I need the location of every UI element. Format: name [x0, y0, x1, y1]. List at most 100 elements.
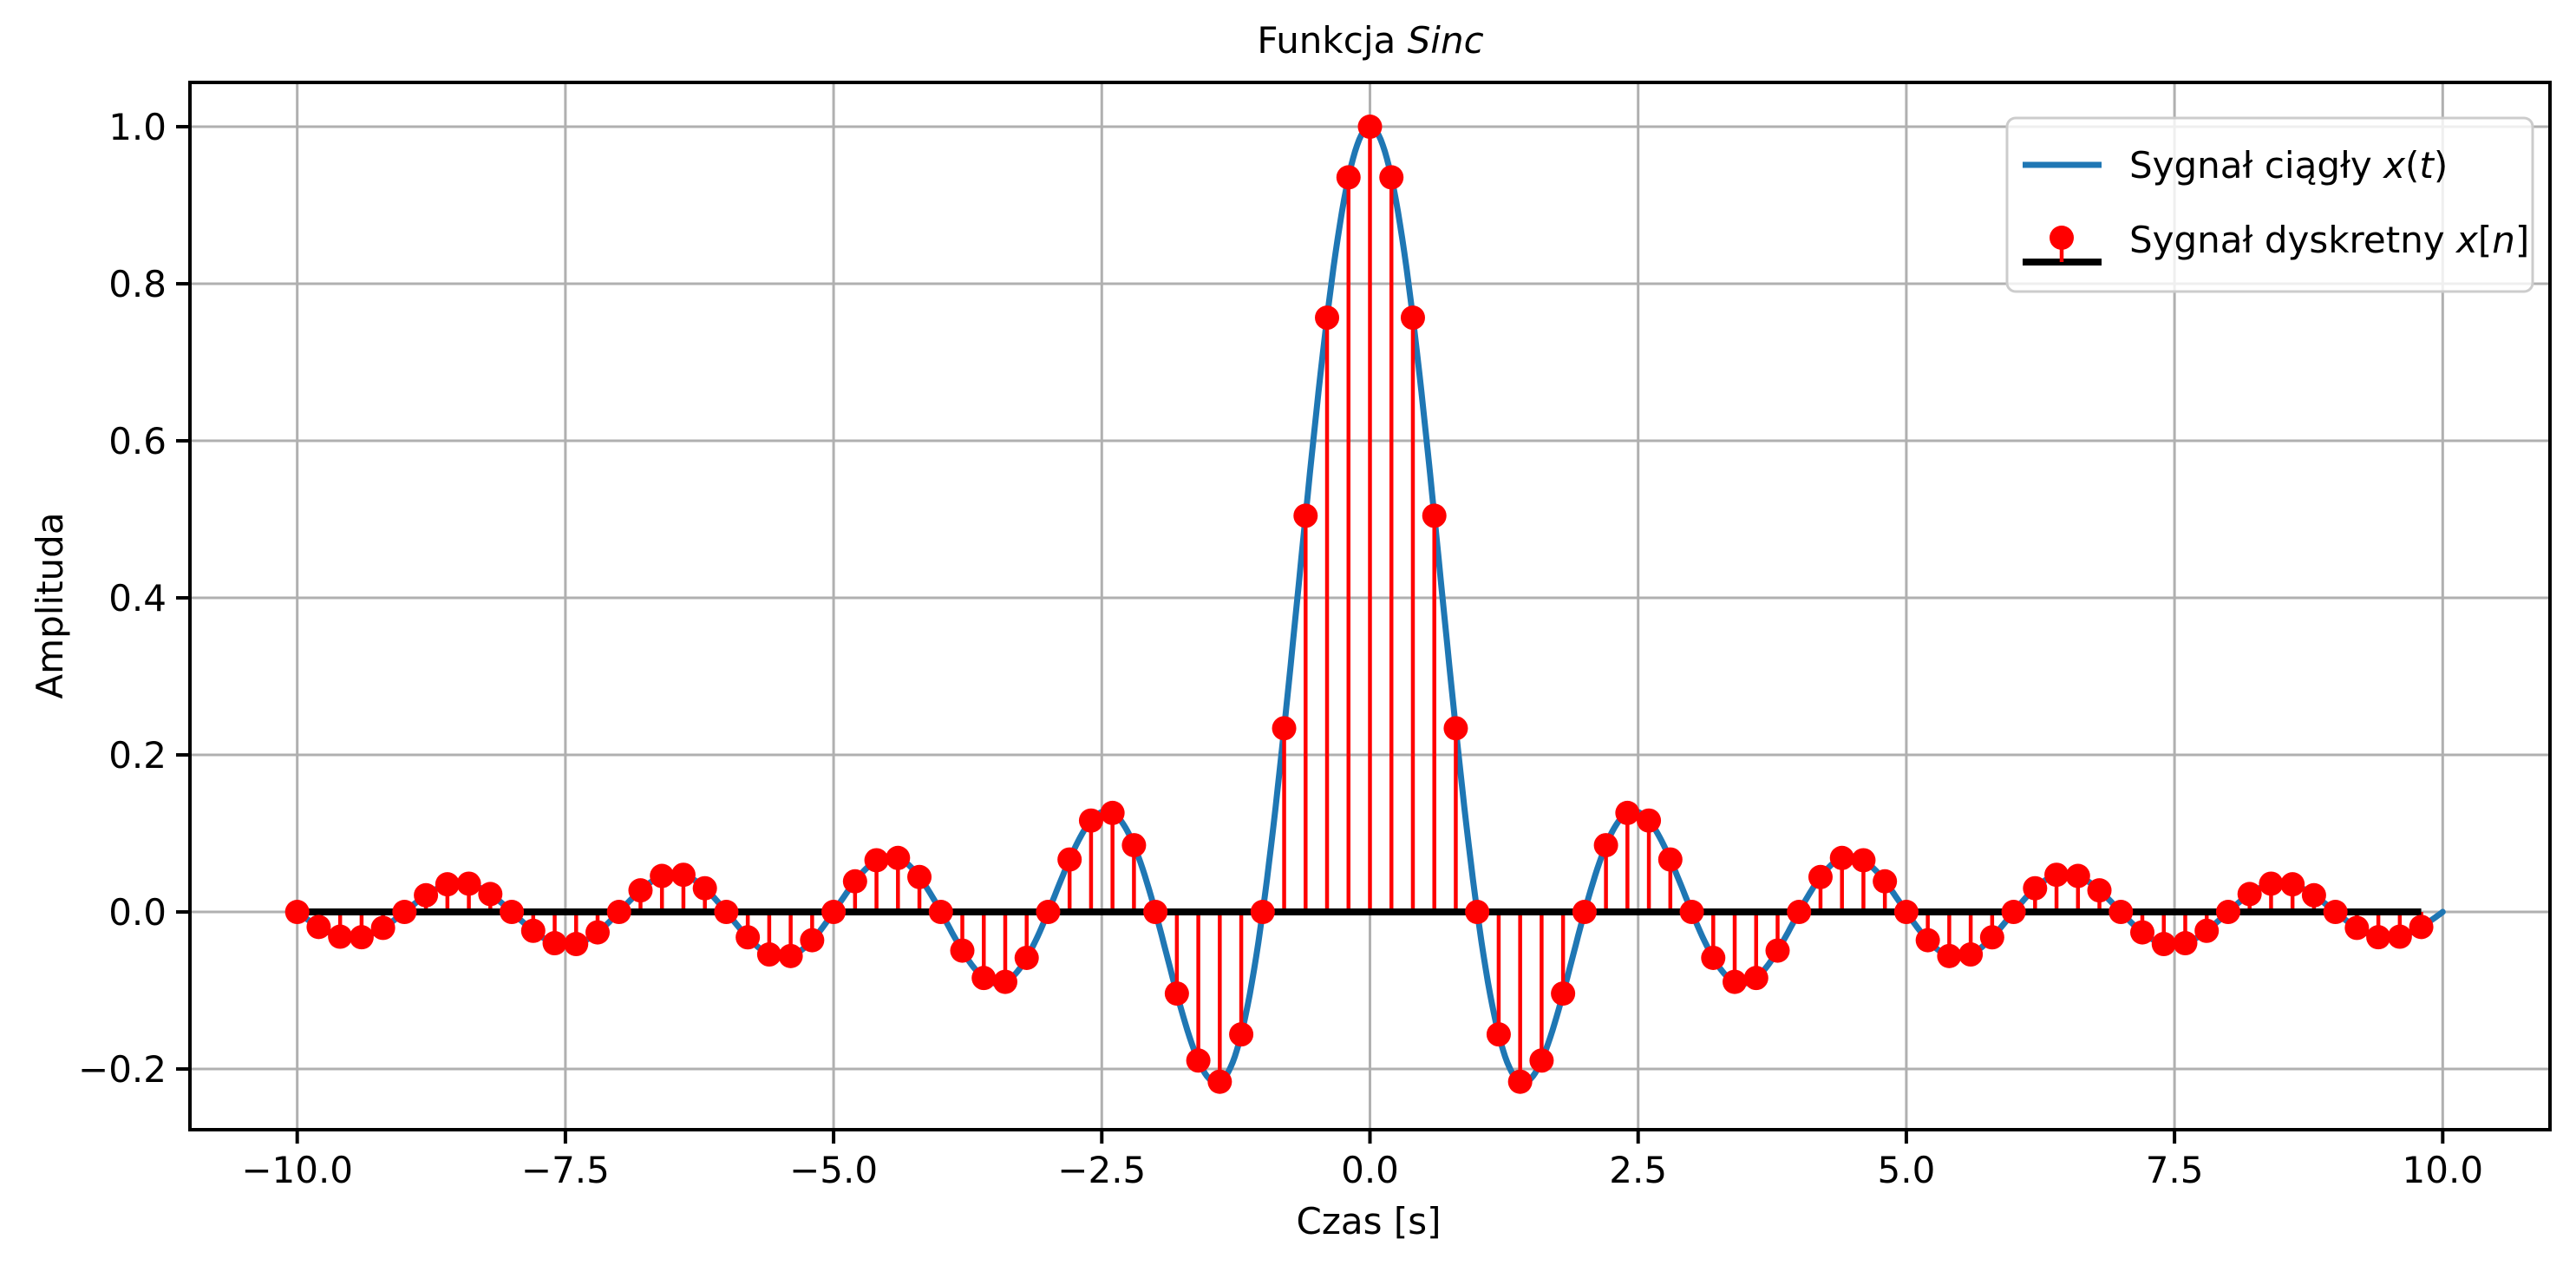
- x-tick-label: 2.5: [1609, 1149, 1667, 1191]
- legend-label-discrete: Sygnał dyskretny x[n]: [2129, 219, 2529, 261]
- sample-dot: [1873, 869, 1898, 894]
- y-tick-label: 0.2: [108, 734, 167, 777]
- sample-dot: [1915, 928, 1940, 953]
- sample-dot: [2130, 920, 2155, 945]
- label-math: n: [2492, 219, 2515, 261]
- legend-label-continuous: Sygnał ciągły x(t): [2129, 144, 2448, 187]
- label-math: t: [2419, 144, 2435, 187]
- sample-dot: [328, 924, 353, 949]
- x-axis-label: Czas [s]: [1297, 1200, 1442, 1242]
- sample-dot: [886, 845, 911, 870]
- x-tick-label: 0.0: [1341, 1149, 1399, 1191]
- sample-dot: [1100, 800, 1125, 825]
- sample-dot: [1572, 900, 1597, 925]
- sample-dot: [1272, 716, 1297, 741]
- sample-dot: [500, 900, 525, 925]
- y-tick-label: 1.0: [108, 106, 167, 148]
- sample-dot: [928, 900, 953, 925]
- sample-dot: [1893, 900, 1919, 925]
- sample-dot: [414, 882, 439, 908]
- sample-dot: [606, 900, 631, 925]
- sample-dot: [2001, 900, 2026, 925]
- sample-dot: [2280, 872, 2305, 897]
- sample-dot: [1315, 305, 1340, 331]
- y-tick-label: 0.4: [108, 577, 167, 620]
- sample-dot: [1743, 966, 1769, 991]
- y-tick-label: 0.6: [108, 420, 167, 462]
- sample-dot: [1400, 305, 1425, 331]
- sample-dot: [1937, 943, 1962, 968]
- sample-dot: [2323, 900, 2348, 925]
- sample-dot: [1615, 800, 1640, 825]
- sample-dot: [692, 875, 717, 901]
- sample-dot: [1143, 900, 1168, 925]
- label-math: c: [1464, 19, 1484, 62]
- sample-dot: [1958, 942, 1984, 967]
- sample-dot: [520, 918, 546, 943]
- label-math: i: [1430, 19, 1441, 62]
- sample-dot: [2301, 882, 2326, 908]
- sample-dot: [971, 966, 997, 991]
- sample-dot: [1078, 808, 1103, 833]
- y-axis-label: Amplituda: [29, 512, 71, 698]
- y-tick-label: 0.0: [108, 891, 167, 934]
- sample-dot: [756, 942, 781, 967]
- sample-dot: [950, 938, 975, 963]
- sample-dot: [2237, 882, 2262, 907]
- sample-dot: [1357, 115, 1383, 140]
- label-text: Funkcja: [1257, 19, 1407, 62]
- sample-dot: [435, 872, 460, 897]
- sample-dot: [2409, 915, 2434, 940]
- sample-dot: [1551, 981, 1576, 1006]
- sample-dot: [392, 900, 417, 925]
- legend: Sygnał ciągły x(t) Sygnał dyskretny x[n]: [2005, 116, 2534, 293]
- sample-dot: [1207, 1069, 1232, 1094]
- sample-dot: [1529, 1048, 1554, 1073]
- sample-dot: [800, 928, 825, 953]
- sample-dot: [670, 862, 696, 888]
- sample-dot: [1121, 833, 1147, 858]
- sample-dot: [714, 900, 739, 925]
- x-tick-label: −7.5: [521, 1149, 610, 1191]
- sample-dot: [585, 920, 610, 945]
- series-layer: [284, 115, 2446, 1094]
- label-math: S: [1408, 19, 1431, 62]
- sample-dot: [564, 932, 589, 957]
- sample-dot: [1229, 1022, 1254, 1047]
- sample-dot: [1250, 900, 1275, 925]
- sample-dot: [1486, 1022, 1511, 1047]
- sample-dot: [1293, 503, 1318, 528]
- sample-dot: [478, 882, 503, 907]
- sample-dot: [1657, 847, 1683, 872]
- label-math: ): [2434, 144, 2448, 187]
- sample-dot: [821, 900, 847, 925]
- legend-box: [2005, 116, 2534, 293]
- label-math: n: [1441, 19, 1464, 62]
- sample-dot: [2387, 924, 2412, 949]
- x-tick-label: 7.5: [2146, 1149, 2204, 1191]
- y-tick-label: −0.2: [78, 1048, 167, 1091]
- sample-dot: [1829, 845, 1854, 870]
- sample-dot: [370, 915, 396, 941]
- label-math: x: [2382, 144, 2406, 187]
- label-math: [: [2478, 219, 2492, 261]
- sample-dot: [992, 969, 1017, 994]
- sample-dot: [907, 864, 932, 889]
- sample-dot: [1186, 1048, 1211, 1073]
- sample-dot: [2087, 878, 2112, 903]
- sample-dot: [1808, 864, 1833, 889]
- sample-dot: [778, 943, 803, 968]
- sample-dot: [1465, 900, 1490, 925]
- sample-dot: [2109, 900, 2134, 925]
- sample-dot: [1979, 925, 2004, 950]
- sample-dot: [736, 925, 761, 950]
- sample-dot: [1164, 981, 1189, 1006]
- sample-dot: [2151, 932, 2176, 957]
- label-text: Sygnał dyskretny: [2129, 219, 2456, 261]
- y-tick-label: 0.8: [108, 263, 167, 305]
- x-tick-label: −5.0: [789, 1149, 878, 1191]
- sample-dot: [1679, 900, 1704, 925]
- sample-dot: [2173, 931, 2198, 956]
- sample-dot: [2366, 925, 2391, 950]
